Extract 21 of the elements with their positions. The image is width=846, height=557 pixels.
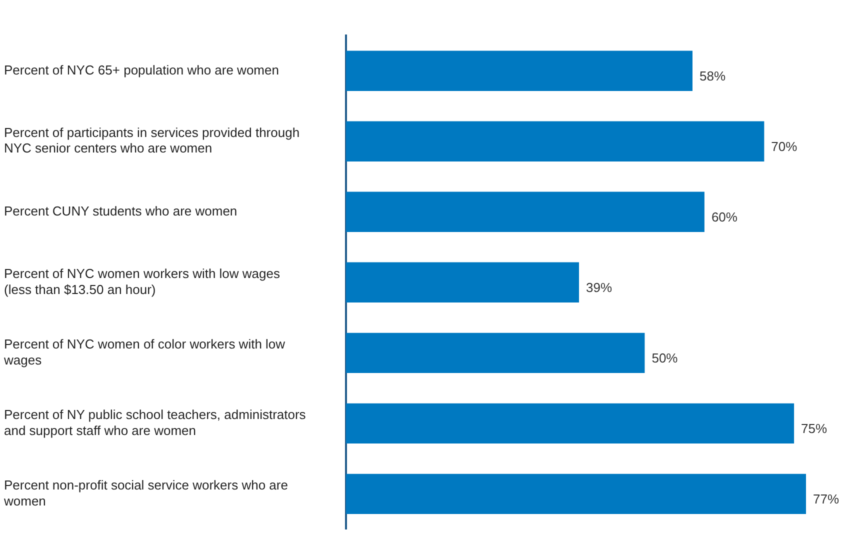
y-tick-label: Percent of NYC women workers with low wages (less than $13.50 an hour)	[4, 266, 280, 297]
bar	[346, 192, 704, 232]
data-label: 60%	[711, 209, 738, 224]
data-label: 39%	[586, 280, 612, 295]
data-label: 50%	[652, 350, 678, 366]
bar	[346, 50, 692, 91]
y-tick-label: Percent of NY public school teachers, administrators and support staff who are women	[4, 407, 306, 438]
y-tick-label: Percent of NYC women of color workers with low wages	[3, 336, 286, 368]
data-label: 75%	[801, 421, 828, 436]
y-tick-label: Percent of NYC 65+ population who are women	[4, 62, 279, 78]
y-tick-label: Percent of participants in services provided through NYC senior centers who are women	[4, 125, 300, 156]
y-tick-label: Percent CUNY students who are women	[4, 203, 238, 218]
data-label: 70%	[771, 138, 798, 154]
bar	[346, 262, 579, 302]
bar	[346, 403, 794, 444]
bar	[346, 332, 645, 374]
bar	[346, 121, 764, 162]
y-tick-label: Percent non-profit social service workers who are women	[3, 478, 288, 508]
data-label: 58%	[700, 68, 726, 84]
bar	[346, 474, 806, 514]
data-label: 77%	[813, 492, 840, 507]
